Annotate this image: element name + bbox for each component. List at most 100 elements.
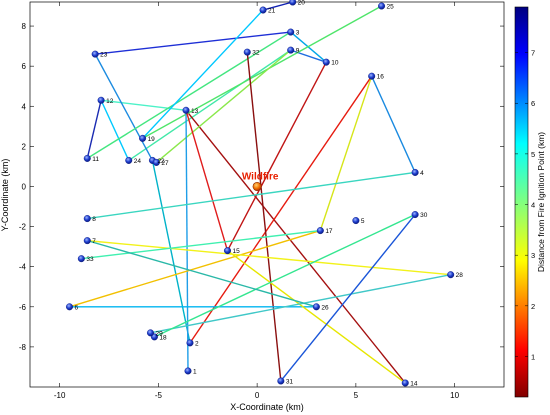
route-line-16-17	[319, 75, 373, 231]
plot-area	[29, 1, 505, 388]
route-line-33-17	[81, 229, 321, 260]
point-label-18: 18	[159, 334, 167, 341]
point-marker-5	[352, 217, 360, 225]
point-marker-31	[277, 377, 285, 385]
y-tick-label: 0	[22, 182, 27, 191]
route-line-21-19	[142, 9, 264, 139]
point-label-8: 8	[92, 216, 96, 223]
colorbar-tick-label: 4	[531, 201, 535, 210]
y-tick-label: 8	[22, 22, 27, 31]
point-label-15: 15	[233, 248, 241, 255]
point-marker-13	[182, 106, 190, 114]
y-tick-label: -4	[19, 263, 27, 272]
point-label-16: 16	[377, 74, 385, 81]
point-marker-17	[316, 227, 324, 235]
point-marker-23	[91, 50, 99, 58]
y-tick-label: -8	[19, 343, 27, 352]
y-tick-label: 4	[22, 102, 27, 111]
point-label-20: 20	[298, 0, 306, 7]
route-line-19-25	[142, 5, 382, 139]
route-line-10-9	[290, 49, 327, 63]
route-line-11-12	[86, 100, 102, 159]
point-label-3: 3	[296, 30, 300, 37]
colorbar-label: Distance from Fire Ignition Point (km)	[536, 132, 546, 272]
x-axis-label: X-Coordinate (km)	[230, 402, 304, 412]
point-marker-21	[259, 6, 267, 14]
point-label-22: 22	[157, 158, 165, 165]
wildfire-marker	[252, 181, 262, 191]
colorbar-tick-label: 7	[531, 49, 535, 58]
route-line-7-28	[87, 239, 451, 276]
point-label-31: 31	[286, 378, 294, 385]
route-line-27-9	[155, 49, 292, 163]
point-label-14: 14	[410, 380, 418, 387]
route-line-18-30	[154, 213, 416, 338]
route-line-32-31	[246, 52, 282, 382]
point-label-19: 19	[148, 136, 156, 143]
point-label-10: 10	[331, 60, 339, 67]
colorbar: 1 2 3 4 5 6 7 Distance from Fire Ignition Poin…	[514, 6, 546, 398]
point-marker-25	[378, 2, 386, 10]
route-line-23-22	[94, 53, 154, 161]
route-line-9-24	[128, 49, 292, 161]
point-marker-6	[65, 303, 73, 311]
point-label-2: 2	[195, 340, 199, 347]
colorbar-tick-label: 6	[531, 99, 535, 108]
route-line-2-16	[189, 75, 373, 344]
point-marker-26	[312, 303, 320, 311]
x-tick-label: 5	[354, 391, 359, 400]
point-marker-9	[287, 46, 295, 54]
y-tick-label: -2	[19, 223, 27, 232]
y-tick-label: -6	[19, 303, 27, 312]
route-line-26-7	[87, 239, 317, 308]
point-marker-3	[287, 28, 295, 36]
point-marker-32	[243, 48, 251, 56]
y-axis-label: Y-Coordinate (km)	[0, 159, 10, 232]
colorbar-gradient	[514, 6, 529, 398]
point-label-27: 27	[161, 160, 169, 167]
point-marker-10	[322, 58, 330, 66]
point-marker-24	[125, 156, 133, 164]
point-label-17: 17	[325, 228, 333, 235]
route-line-22-2	[151, 160, 191, 344]
point-label-21: 21	[268, 8, 276, 15]
point-label-26: 26	[321, 304, 329, 311]
point-marker-14	[401, 379, 409, 387]
route-line-13-14	[185, 109, 406, 384]
point-label-24: 24	[134, 158, 142, 165]
point-marker-4	[411, 168, 419, 176]
point-marker-7	[83, 237, 91, 245]
route-line-29-28	[150, 274, 451, 334]
point-label-7: 7	[92, 238, 96, 245]
colorbar-tick-label: 1	[531, 352, 535, 361]
route-line-17-6	[69, 229, 321, 308]
point-marker-19	[139, 134, 147, 142]
point-label-11: 11	[92, 156, 99, 163]
point-label-13: 13	[191, 108, 199, 115]
route-line-15-14	[227, 250, 406, 384]
colorbar-tick-label: 3	[531, 251, 535, 260]
point-label-32: 32	[252, 50, 260, 57]
ignition-point: Wildfire	[242, 171, 279, 191]
point-labels: 1234567891011121314151617181920212223242…	[75, 0, 464, 387]
route-line-4-16	[371, 75, 416, 173]
x-tick-label: 0	[255, 391, 260, 400]
point-marker-28	[447, 271, 455, 279]
route-line-8-4	[87, 171, 416, 220]
route-line-23-3	[95, 31, 291, 55]
point-label-12: 12	[106, 98, 114, 105]
route-line-24-12	[100, 99, 130, 161]
x-tick-label: -5	[155, 391, 163, 400]
colorbar-tick-label: 5	[531, 150, 535, 159]
route-line-1-13	[185, 110, 189, 371]
point-marker-8	[83, 215, 91, 223]
y-tick-label: 2	[22, 142, 27, 151]
point-label-33: 33	[86, 256, 94, 263]
point-label-25: 25	[387, 4, 395, 11]
point-marker-12	[97, 96, 105, 104]
point-label-30: 30	[420, 212, 428, 219]
point-marker-1	[184, 367, 192, 375]
colorbar-ticks: 1 2 3 4 5 6 7	[515, 49, 535, 361]
